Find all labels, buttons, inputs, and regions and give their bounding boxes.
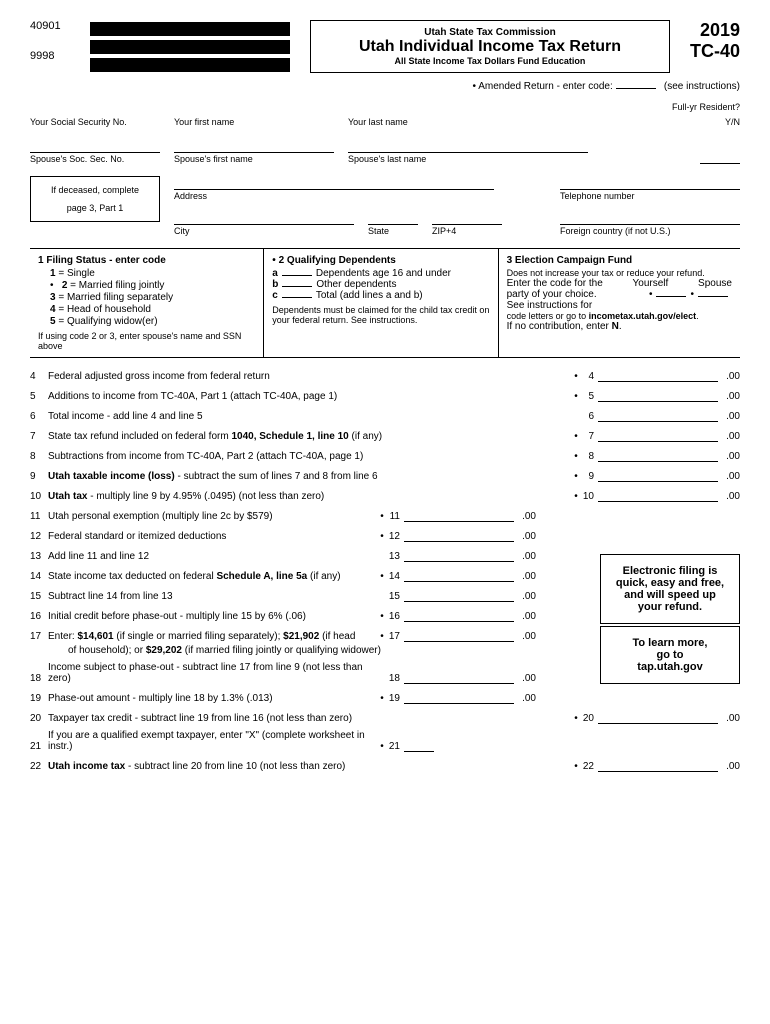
zip-field[interactable] xyxy=(432,211,502,225)
fname-field[interactable] xyxy=(174,139,334,153)
amended-code-field[interactable] xyxy=(616,88,656,89)
year-code: 2019 TC-40 xyxy=(690,20,740,62)
election-section: 3 Election Campaign Fund Does not increa… xyxy=(499,249,740,357)
foreign-field[interactable] xyxy=(560,211,740,225)
line15-field[interactable] xyxy=(404,590,514,602)
agency: Utah State Tax Commission xyxy=(321,27,659,38)
barcode-bars xyxy=(90,22,290,72)
main-title: Utah Individual Income Tax Return xyxy=(321,38,659,56)
title-box: Utah State Tax Commission Utah Individua… xyxy=(310,20,670,73)
dependents-section: • 2 Qualifying Dependents aDependents ag… xyxy=(264,249,498,357)
line17-field[interactable] xyxy=(404,630,514,642)
line10-field[interactable] xyxy=(598,490,718,502)
yn-field[interactable] xyxy=(700,150,740,164)
taxpayer-info: Your Social Security No. Your first name… xyxy=(30,116,740,236)
filing-status-section: 1 Filing Status - enter code 1 = 1 = Sin… xyxy=(30,249,264,357)
dep-c-field[interactable] xyxy=(282,297,312,298)
line16-field[interactable] xyxy=(404,610,514,622)
line22-field[interactable] xyxy=(598,760,718,772)
line6-field[interactable] xyxy=(598,410,718,422)
form-codes: 40901 9998 xyxy=(30,20,80,62)
dep-a-field[interactable] xyxy=(282,275,312,276)
city-field[interactable] xyxy=(174,211,354,225)
line12-field[interactable] xyxy=(404,530,514,542)
form-code: TC-40 xyxy=(690,41,740,62)
line4-field[interactable] xyxy=(598,370,718,382)
section-top: 1 Filing Status - enter code 1 = 1 = Sin… xyxy=(30,248,740,358)
line20-field[interactable] xyxy=(598,712,718,724)
lname-label: Your last name xyxy=(348,117,548,127)
deceased-box: If deceased, complete page 3, Part 1 xyxy=(30,176,160,222)
subtitle: All State Income Tax Dollars Fund Educat… xyxy=(321,56,659,66)
elect-spouse-field[interactable] xyxy=(698,296,728,297)
amended-row: • Amended Return - enter code: (see inst… xyxy=(30,81,740,92)
line18-field[interactable] xyxy=(404,672,514,684)
state-field[interactable] xyxy=(368,211,418,225)
fullyear-resident: Full-yr Resident? xyxy=(30,102,740,112)
line21-field[interactable] xyxy=(404,740,434,752)
line8-field[interactable] xyxy=(598,450,718,462)
line9-field[interactable] xyxy=(598,470,718,482)
spssn-field[interactable] xyxy=(174,176,494,190)
yn-label: Y/N xyxy=(620,117,740,127)
year: 2019 xyxy=(690,20,740,41)
code-2: 9998 xyxy=(30,50,80,62)
fname-label: Your first name xyxy=(174,117,334,127)
dep-b-field[interactable] xyxy=(282,286,312,287)
line11-field[interactable] xyxy=(404,510,514,522)
line13-field[interactable] xyxy=(404,550,514,562)
line14-field[interactable] xyxy=(404,570,514,582)
elect-self-field[interactable] xyxy=(656,296,686,297)
lname-field[interactable] xyxy=(348,139,588,153)
line5-field[interactable] xyxy=(598,390,718,402)
learn-more-box: To learn more, go to tap.utah.gov xyxy=(600,626,740,684)
efile-box: Electronic filing is quick, easy and fre… xyxy=(600,554,740,624)
code-1: 40901 xyxy=(30,20,80,32)
ssn-field[interactable] xyxy=(30,139,160,153)
phone-field[interactable] xyxy=(560,176,740,190)
line7-field[interactable] xyxy=(598,430,718,442)
line19-field[interactable] xyxy=(404,692,514,704)
ssn-label: Your Social Security No. xyxy=(30,117,160,127)
